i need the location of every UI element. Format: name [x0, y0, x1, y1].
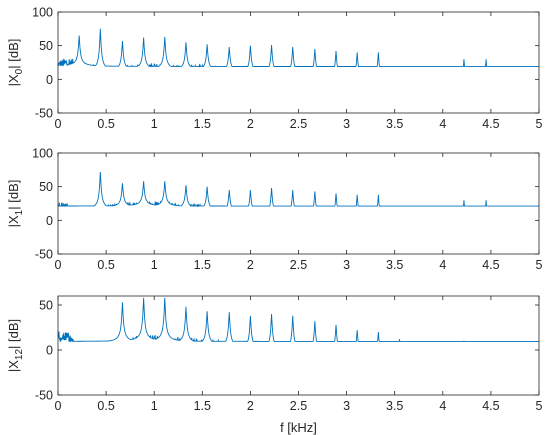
- y-tick-label: -50: [35, 248, 53, 262]
- x-tick-label: 0.5: [97, 117, 114, 131]
- y-tick-label: 0: [46, 344, 53, 358]
- x-tick-label: 2: [247, 117, 254, 131]
- x-tick-label: 5: [536, 258, 543, 272]
- x-tick-label: 0: [55, 117, 62, 131]
- y-label-tail: | [dB]: [6, 39, 21, 69]
- y-tick-label: 0: [46, 73, 53, 87]
- y-axis-label: |X12| [dB]: [6, 319, 25, 372]
- x-tick-label: 1: [151, 258, 158, 272]
- x-tick-label: 0.5: [97, 399, 114, 413]
- y-tick-label: 50: [39, 39, 53, 53]
- y-axis-label: |X1| [dB]: [6, 180, 25, 228]
- x-tick-label: 3.5: [386, 258, 403, 272]
- y-tick-label: 0: [46, 214, 53, 228]
- x-tick-label: 0.5: [97, 258, 114, 272]
- y-label-tail: | [dB]: [6, 180, 21, 210]
- axes-frame: [57, 11, 540, 114]
- y-tick-label: 100: [32, 6, 53, 20]
- x-tick-label: 4.5: [482, 117, 499, 131]
- x-tick-label: 4.5: [482, 258, 499, 272]
- series-line-1-1: [58, 28, 539, 68]
- series-line-2-1: [58, 171, 539, 208]
- x-tick-label: 1.5: [194, 399, 211, 413]
- x-tick-label: 3: [343, 399, 350, 413]
- series-line-3-1: [58, 297, 539, 343]
- x-tick-label: 4: [439, 399, 446, 413]
- x-tick-label: 0: [55, 258, 62, 272]
- x-tick-label: 4: [439, 258, 446, 272]
- y-label-base: |X: [6, 360, 21, 372]
- x-tick-label: 3: [343, 117, 350, 131]
- y-tick-label: 50: [39, 299, 53, 313]
- x-tick-label: 1: [151, 399, 158, 413]
- y-tick-label: -50: [35, 389, 53, 403]
- axes-frame: [57, 295, 540, 396]
- x-tick-label: 2.5: [290, 117, 307, 131]
- x-tick-label: 2.5: [290, 258, 307, 272]
- x-tick-label: 4: [439, 117, 446, 131]
- x-tick-label: 3: [343, 258, 350, 272]
- x-tick-label: 2: [247, 399, 254, 413]
- y-tick-label: 100: [32, 147, 53, 161]
- x-tick-label: 1: [151, 117, 158, 131]
- x-tick-label: 3.5: [386, 399, 403, 413]
- y-label-base: |X: [6, 215, 21, 227]
- x-tick-label: 4.5: [482, 399, 499, 413]
- x-tick-label: 0: [55, 399, 62, 413]
- x-axis-label: f [kHz]: [280, 420, 317, 435]
- y-tick-label: -50: [35, 107, 53, 121]
- x-tick-label: 1.5: [194, 258, 211, 272]
- x-tick-label: 2.5: [290, 399, 307, 413]
- y-label-base: |X: [6, 74, 21, 86]
- y-label-subscript: 1: [14, 209, 25, 215]
- x-tick-label: 2: [247, 258, 254, 272]
- x-tick-label: 3.5: [386, 117, 403, 131]
- y-label-tail: | [dB]: [6, 319, 21, 349]
- x-tick-label: 1.5: [194, 117, 211, 131]
- x-tick-label: 5: [536, 399, 543, 413]
- y-tick-label: 50: [39, 180, 53, 194]
- y-label-subscript: 12: [14, 349, 25, 361]
- y-label-subscript: 0: [14, 68, 25, 74]
- x-tick-label: 5: [536, 117, 543, 131]
- y-axis-label: |X0| [dB]: [6, 39, 25, 87]
